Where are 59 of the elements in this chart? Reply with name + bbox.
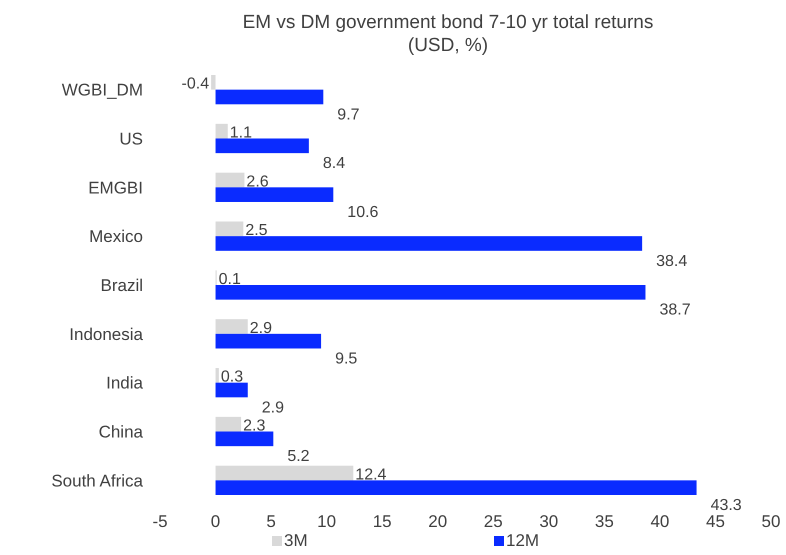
data-label: 38.4 <box>656 252 688 270</box>
data-label: 0.1 <box>218 271 241 288</box>
x-tick-label: 35 <box>594 512 614 531</box>
data-label: 10.6 <box>347 204 379 221</box>
data-label: 5.2 <box>287 448 310 466</box>
y-tick-label: Mexico <box>89 227 143 246</box>
x-tick-label: 15 <box>372 512 392 531</box>
data-label: 43.3 <box>710 497 742 514</box>
bar <box>216 285 646 300</box>
data-label: 2.5 <box>245 222 268 240</box>
x-tick-label: 30 <box>539 512 558 531</box>
bar <box>216 187 334 202</box>
x-tick-label: 5 <box>266 512 276 531</box>
bar <box>216 416 242 432</box>
y-tick-label: South Africa <box>51 471 144 490</box>
bar <box>216 90 324 104</box>
data-label: 2.3 <box>243 418 266 435</box>
x-tick-label: 10 <box>317 512 336 531</box>
bar <box>216 124 228 138</box>
bar <box>216 236 642 251</box>
data-label: 1.1 <box>230 124 252 142</box>
data-label: 8.4 <box>322 155 346 172</box>
x-tick-label: 0 <box>210 512 220 531</box>
y-tick-label: US <box>119 129 143 148</box>
data-label: 0.3 <box>220 368 244 386</box>
bar <box>216 480 697 495</box>
bar <box>216 222 244 236</box>
data-label: 2.9 <box>250 320 272 337</box>
data-label: 9.7 <box>337 106 360 124</box>
x-tick-label: 40 <box>650 512 670 531</box>
x-tick-label: 45 <box>706 512 725 531</box>
data-label: -0.4 <box>182 76 210 93</box>
bar <box>216 319 248 334</box>
x-tick-label: 50 <box>762 512 780 531</box>
legend-label: 12M <box>506 531 540 550</box>
x-tick-label: 25 <box>484 512 503 531</box>
y-tick-label: India <box>106 374 144 393</box>
bar <box>216 368 219 383</box>
data-label: 2.9 <box>262 399 284 416</box>
bar <box>211 75 216 90</box>
data-label: 2.6 <box>246 173 269 190</box>
data-label: 38.7 <box>659 302 691 319</box>
legend-label: 3M <box>284 531 308 550</box>
bar <box>216 382 248 398</box>
chart-title: EM vs DM government bond 7-10 yr total returns (USD, %) <box>242 12 654 56</box>
x-tick-label: -5 <box>152 512 168 531</box>
y-tick-label: Brazil <box>100 276 143 295</box>
y-tick-label: EMGBI <box>88 178 143 198</box>
x-tick-label: 20 <box>428 512 448 531</box>
data-label: 12.4 <box>355 466 387 484</box>
bar <box>216 432 274 446</box>
data-label: 9.5 <box>335 350 358 368</box>
y-tick-label: WGBI_DM <box>62 80 143 100</box>
bar <box>216 466 354 480</box>
bar <box>216 334 322 348</box>
y-tick-label: Indonesia <box>69 324 144 344</box>
bar <box>216 172 244 188</box>
y-tick-label: China <box>98 422 144 442</box>
bar <box>216 138 309 154</box>
